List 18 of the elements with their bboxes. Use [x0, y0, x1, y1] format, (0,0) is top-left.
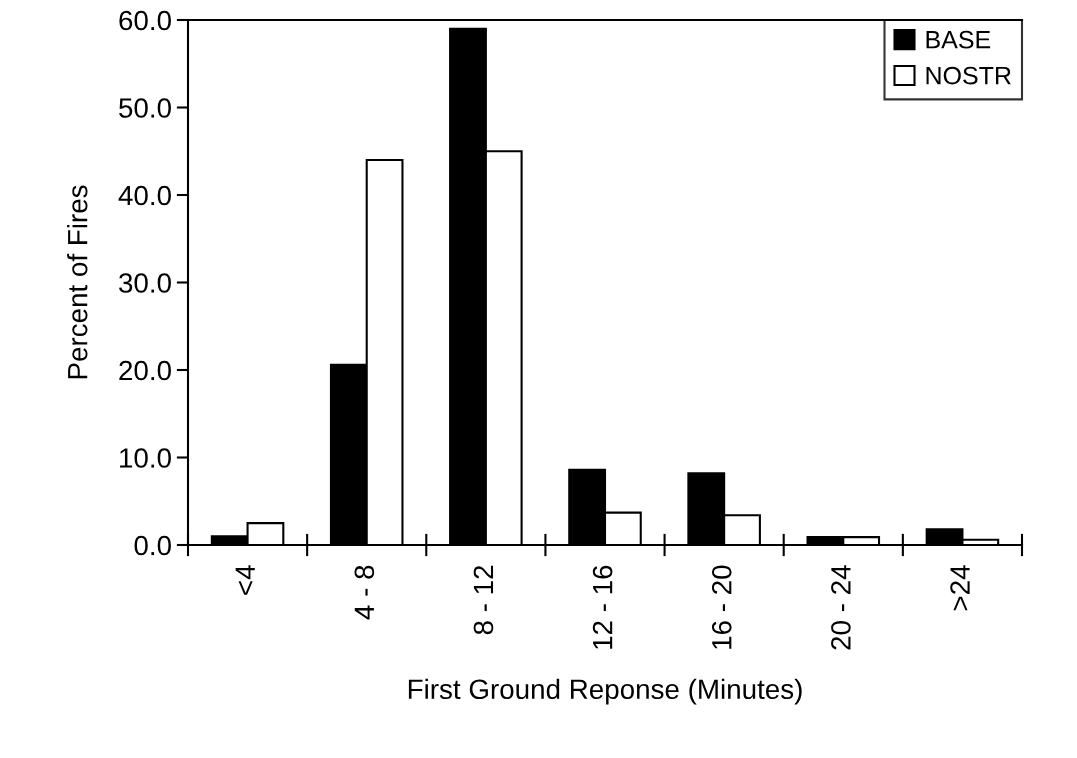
- legend-label: BASE: [926, 30, 991, 49]
- y-tick-label: 40.0: [118, 185, 171, 206]
- legend-label: NOSTR: [926, 66, 1011, 85]
- y-tick-label: 50.0: [119, 98, 171, 118]
- x-tick-label: 20 - 24: [831, 565, 851, 650]
- x-tick-label: <4: [235, 565, 255, 595]
- y-tick-label: 0.0: [134, 535, 171, 556]
- y-axis-title: Percent of Fires: [67, 185, 88, 379]
- x-tick-label: 4 - 8: [354, 565, 375, 620]
- x-tick-label: >24: [950, 565, 970, 611]
- y-tick-label: 10.0: [120, 448, 171, 468]
- y-tick-label: 30.0: [119, 273, 171, 293]
- x-tick-label: 8 - 12: [473, 565, 494, 635]
- x-tick-label: 12 - 16: [592, 565, 613, 649]
- y-tick-label: 60.0: [119, 10, 171, 31]
- y-tick-label: 20.0: [119, 360, 171, 381]
- x-axis-title: First Ground Reponse (Minutes): [408, 678, 802, 705]
- x-tick-label: 16 - 20: [711, 565, 732, 649]
